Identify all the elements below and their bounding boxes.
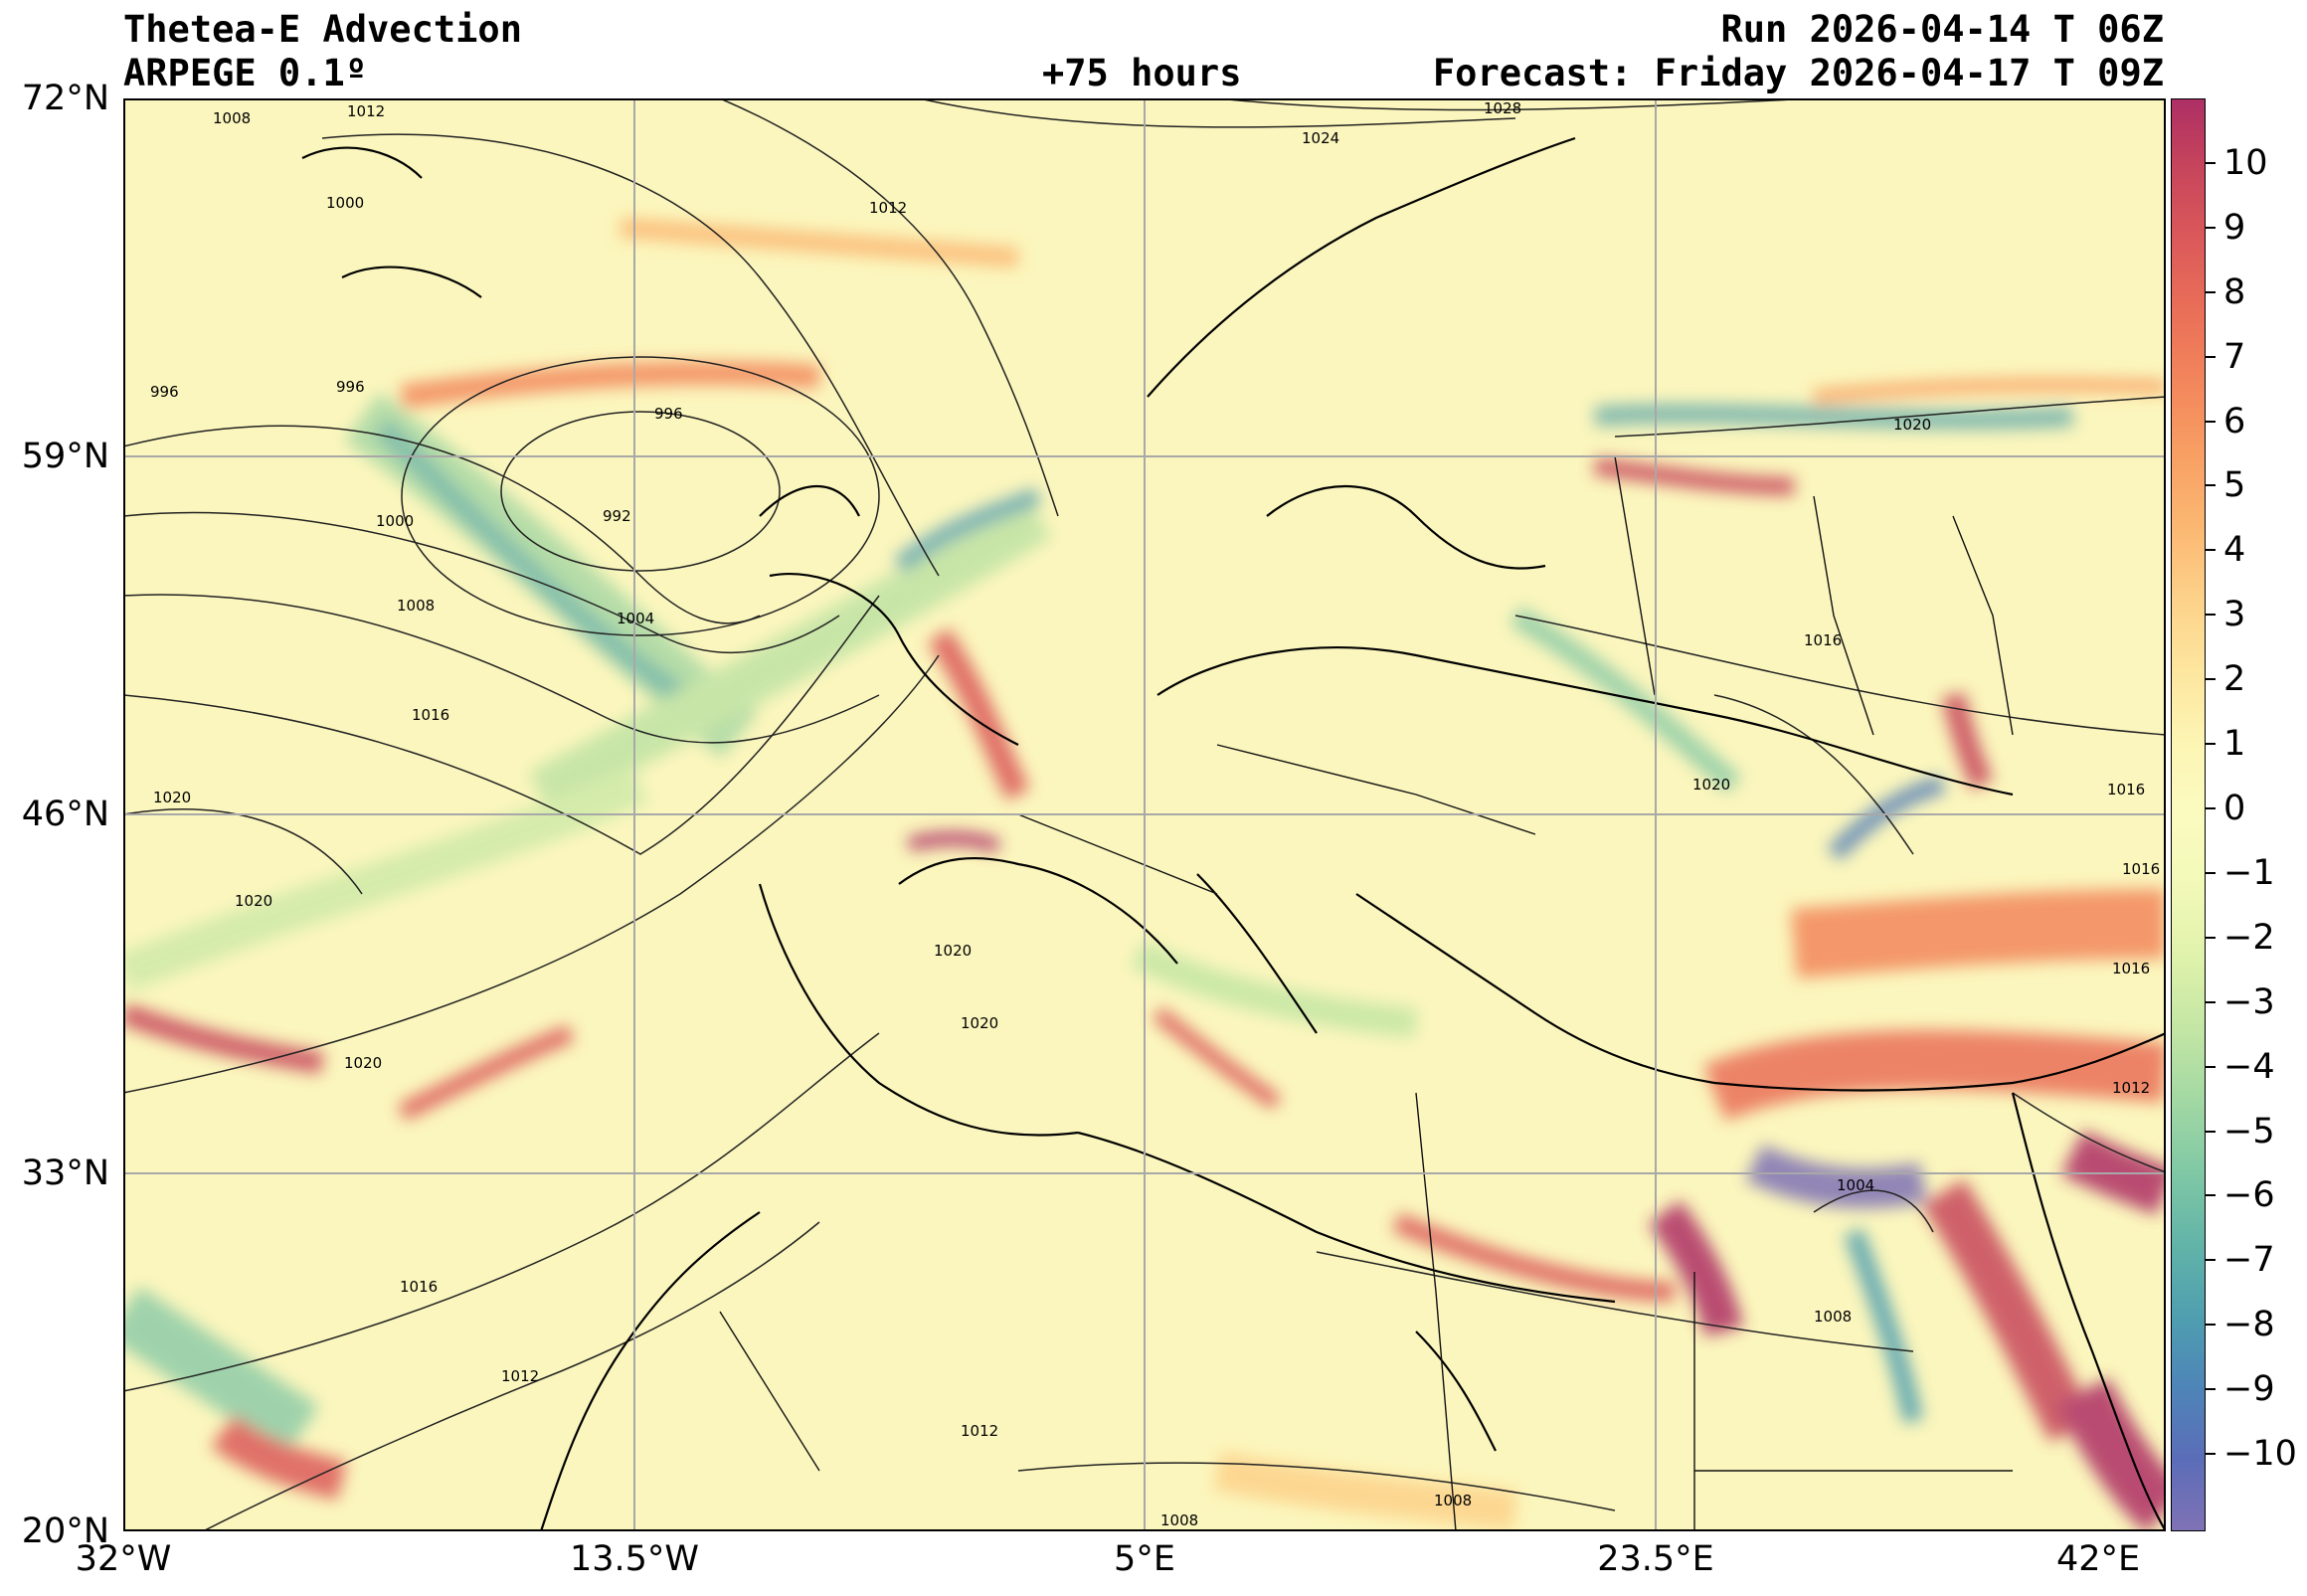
- colorbar-tick: [2206, 161, 2216, 164]
- isobar-label: 1020: [934, 942, 972, 960]
- colorbar-tick: [2206, 226, 2216, 229]
- colorbar-label: −7: [2223, 1240, 2275, 1281]
- colorbar-tick: [2206, 420, 2216, 423]
- isobar-label: 1004: [617, 610, 654, 627]
- colorbar-label: −6: [2223, 1175, 2275, 1216]
- colorbar-label: 8: [2223, 271, 2246, 312]
- lat-label: 46°N: [21, 795, 109, 834]
- colorbar-label: 10: [2223, 142, 2268, 183]
- colorbar-label: −5: [2223, 1111, 2275, 1152]
- isobar-label: 1016: [412, 706, 449, 724]
- isobar-label: 1016: [2112, 960, 2150, 977]
- isobar-label: 1020: [961, 1014, 998, 1032]
- isobar-label: 1020: [1692, 776, 1730, 794]
- colorbar-label: −4: [2223, 1046, 2275, 1087]
- isobar-label: 996: [150, 383, 179, 401]
- colorbar-label: 6: [2223, 401, 2246, 442]
- isobar-label: 1012: [961, 1422, 998, 1440]
- lat-label: 59°N: [21, 437, 109, 476]
- gridlines: [123, 98, 2166, 1531]
- chart-title: Thetea-E Advection: [123, 8, 522, 51]
- isobar-label: 996: [336, 378, 365, 396]
- colorbar-tick: [2206, 614, 2216, 617]
- colorbar-tick: [2206, 1194, 2216, 1197]
- colorbar-label: 2: [2223, 659, 2246, 700]
- colorbar-tick: [2206, 290, 2216, 293]
- isobar-label: 1004: [1837, 1176, 1874, 1194]
- colorbar-tick: [2206, 1453, 2216, 1456]
- colorbar-tick: [2206, 936, 2216, 939]
- isobar-label: 1012: [347, 102, 385, 120]
- lat-label: 20°N: [21, 1511, 109, 1551]
- colorbar-label: 0: [2223, 789, 2246, 828]
- isobar-label: 1000: [326, 194, 364, 212]
- lon-label: 23.5°E: [1597, 1539, 1714, 1579]
- colorbar-tick: [2206, 807, 2216, 809]
- map-panel[interactable]: 1008 1012 1028 1024 1000 1012 996 996 99…: [123, 98, 2166, 1531]
- colorbar-tick: [2206, 1065, 2216, 1068]
- colorbar-tick: [2206, 1324, 2216, 1327]
- lon-label: 5°E: [1114, 1539, 1175, 1579]
- colorbar: [2171, 98, 2206, 1531]
- isobar-label: 1016: [2122, 860, 2160, 878]
- colorbar-label: 7: [2223, 336, 2246, 377]
- model-label: ARPEGE 0.1º: [123, 52, 368, 94]
- map-svg: 1008 1012 1028 1024 1000 1012 996 996 99…: [123, 98, 2166, 1531]
- isobar-label: 996: [654, 405, 683, 423]
- isobar-label: 1008: [1160, 1511, 1198, 1529]
- isobar-label: 1028: [1484, 99, 1521, 117]
- isobar-label: 1016: [2107, 781, 2145, 798]
- lon-label: 13.5°W: [569, 1539, 700, 1579]
- lat-label: 33°N: [21, 1153, 109, 1193]
- isobar-label: 1024: [1302, 129, 1339, 147]
- isobar-label: 1008: [213, 109, 251, 127]
- lat-label: 72°N: [21, 79, 109, 118]
- colorbar-tick: [2206, 871, 2216, 874]
- colorbar-label: 9: [2223, 207, 2246, 248]
- isobar-label: 1012: [501, 1367, 539, 1385]
- lon-label: 32°W: [75, 1539, 172, 1579]
- colorbar-tick: [2206, 355, 2216, 358]
- colorbar-label: −8: [2223, 1305, 2275, 1345]
- colorbar-tick: [2206, 1000, 2216, 1003]
- run-time-label: Run 2026-04-14 T 06Z: [1720, 8, 2164, 51]
- colorbar-tick: [2206, 1388, 2216, 1391]
- colorbar-label: −2: [2223, 917, 2275, 958]
- colorbar-label: 1: [2223, 724, 2246, 765]
- isobar-label: 1016: [1804, 631, 1842, 649]
- isobars: [123, 98, 2166, 1531]
- isobar-label: 1020: [153, 789, 191, 806]
- colorbar-label: −1: [2223, 852, 2275, 893]
- colorbar-label: −9: [2223, 1369, 2275, 1410]
- isobar-labels: 1008 1012 1028 1024 1000 1012 996 996 99…: [150, 99, 2160, 1529]
- colorbar-label: −10: [2223, 1434, 2297, 1475]
- lead-time-label: +75 hours: [1042, 52, 1242, 94]
- isobar-label: 1020: [344, 1054, 382, 1072]
- colorbar-label: 3: [2223, 595, 2246, 635]
- lon-label: 42°E: [2056, 1539, 2141, 1579]
- forecast-time-label: Forecast: Friday 2026-04-17 T 09Z: [1432, 52, 2164, 94]
- isobar-label: 1012: [2112, 1079, 2150, 1097]
- colorbar-tick: [2206, 678, 2216, 681]
- isobar-label: 1016: [400, 1278, 438, 1296]
- isobar-label: 1008: [397, 597, 435, 615]
- colorbar-tick: [2206, 484, 2216, 487]
- colorbar-label: −3: [2223, 981, 2275, 1022]
- isobar-label: 1020: [235, 892, 272, 910]
- colorbar-label: 5: [2223, 465, 2246, 506]
- isobar-label: 1008: [1814, 1308, 1852, 1326]
- isobar-label: 1008: [1434, 1492, 1472, 1509]
- isobar-label: 1020: [1893, 416, 1931, 434]
- map-frame: [123, 98, 2166, 1531]
- colorbar-tick: [2206, 549, 2216, 552]
- coastlines: [301, 136, 2166, 1531]
- isobar-label: 1012: [869, 199, 907, 217]
- country-borders: [719, 455, 2014, 1531]
- colorbar-tick: [2206, 1130, 2216, 1133]
- isobar-label: 1000: [376, 512, 414, 530]
- colorbar-tick: [2206, 1259, 2216, 1262]
- colorbar-label: 4: [2223, 530, 2246, 571]
- colorbar-tick: [2206, 743, 2216, 746]
- isobar-label: 992: [603, 507, 631, 525]
